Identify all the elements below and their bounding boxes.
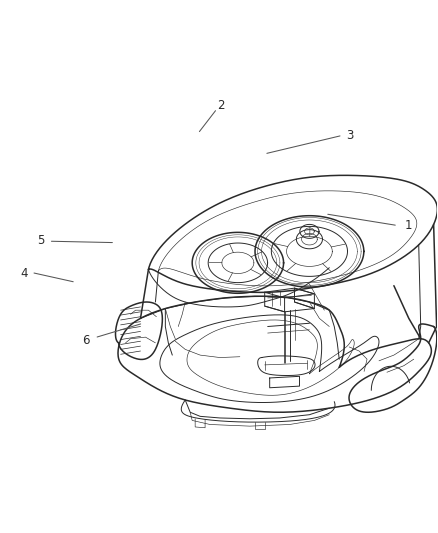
Text: 5: 5 [37, 234, 44, 247]
Text: 6: 6 [82, 334, 90, 347]
Text: 3: 3 [346, 130, 353, 142]
Text: 4: 4 [20, 266, 28, 279]
Text: 2: 2 [217, 99, 225, 112]
Text: 1: 1 [405, 219, 412, 232]
